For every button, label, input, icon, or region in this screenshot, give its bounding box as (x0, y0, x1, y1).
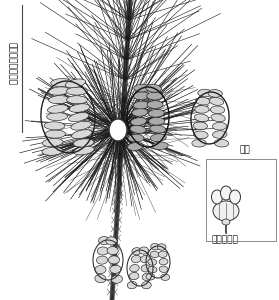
Ellipse shape (45, 130, 66, 138)
Ellipse shape (127, 281, 137, 289)
Ellipse shape (213, 131, 227, 138)
Ellipse shape (71, 130, 92, 139)
Ellipse shape (210, 98, 224, 105)
Ellipse shape (141, 265, 151, 272)
Ellipse shape (142, 282, 151, 289)
Ellipse shape (152, 142, 168, 150)
Ellipse shape (42, 138, 63, 147)
Ellipse shape (128, 142, 143, 150)
Ellipse shape (134, 84, 150, 92)
Ellipse shape (211, 114, 225, 122)
Ellipse shape (129, 272, 139, 280)
Ellipse shape (47, 105, 68, 113)
Ellipse shape (130, 265, 139, 272)
Ellipse shape (148, 266, 157, 273)
Text: お花: お花 (240, 146, 251, 154)
Ellipse shape (150, 251, 159, 258)
Ellipse shape (51, 79, 72, 87)
Ellipse shape (95, 266, 106, 274)
Ellipse shape (97, 256, 108, 264)
Ellipse shape (67, 96, 87, 104)
Ellipse shape (132, 109, 148, 116)
Ellipse shape (97, 247, 109, 255)
Ellipse shape (157, 244, 166, 250)
Ellipse shape (195, 106, 209, 113)
Ellipse shape (95, 274, 106, 283)
Ellipse shape (141, 255, 150, 263)
Ellipse shape (158, 251, 167, 257)
Ellipse shape (220, 186, 232, 200)
Ellipse shape (151, 244, 160, 250)
Text: 花粉ふくろ: 花粉ふくろ (212, 236, 239, 244)
Ellipse shape (148, 259, 157, 265)
Ellipse shape (49, 87, 69, 95)
Ellipse shape (98, 237, 110, 244)
Ellipse shape (69, 104, 90, 112)
Ellipse shape (213, 201, 239, 221)
Ellipse shape (109, 256, 120, 264)
Ellipse shape (107, 247, 118, 255)
Ellipse shape (150, 134, 166, 142)
Ellipse shape (159, 266, 168, 272)
Ellipse shape (198, 89, 212, 97)
Ellipse shape (194, 131, 208, 139)
Ellipse shape (149, 117, 165, 125)
Ellipse shape (74, 146, 94, 155)
Ellipse shape (161, 274, 170, 280)
Ellipse shape (130, 125, 146, 133)
Ellipse shape (49, 96, 69, 104)
Ellipse shape (133, 92, 149, 100)
Ellipse shape (222, 219, 230, 225)
Ellipse shape (47, 112, 68, 121)
Ellipse shape (147, 101, 163, 109)
Ellipse shape (210, 106, 225, 114)
Ellipse shape (212, 122, 227, 130)
Ellipse shape (106, 237, 117, 245)
Ellipse shape (71, 121, 91, 130)
Ellipse shape (131, 255, 141, 263)
Ellipse shape (146, 274, 155, 280)
Ellipse shape (193, 122, 208, 130)
Ellipse shape (196, 98, 210, 105)
Ellipse shape (147, 92, 163, 100)
Ellipse shape (109, 119, 127, 141)
Ellipse shape (73, 139, 94, 147)
Ellipse shape (128, 134, 144, 142)
Ellipse shape (139, 247, 149, 254)
Ellipse shape (42, 147, 63, 155)
Ellipse shape (66, 87, 87, 95)
Ellipse shape (150, 125, 166, 133)
Ellipse shape (44, 122, 65, 130)
Ellipse shape (132, 248, 141, 255)
Ellipse shape (65, 79, 86, 88)
Ellipse shape (111, 275, 122, 283)
Ellipse shape (131, 118, 146, 125)
Ellipse shape (148, 110, 164, 117)
Ellipse shape (110, 265, 121, 273)
Ellipse shape (211, 190, 222, 204)
Ellipse shape (142, 273, 152, 280)
Ellipse shape (133, 101, 149, 109)
Ellipse shape (194, 114, 209, 122)
Ellipse shape (230, 190, 240, 204)
Ellipse shape (146, 84, 162, 92)
Text: 一年目のまつかさ: 一年目のまつかさ (8, 42, 16, 85)
Ellipse shape (69, 112, 89, 122)
Ellipse shape (214, 139, 229, 147)
Ellipse shape (192, 140, 206, 147)
Ellipse shape (159, 259, 168, 265)
Ellipse shape (208, 90, 222, 97)
